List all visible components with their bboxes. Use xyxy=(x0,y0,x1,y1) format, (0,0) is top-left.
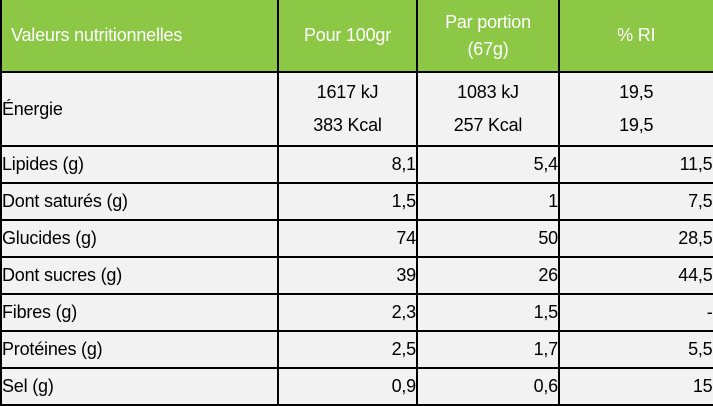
energie-portion-kj: 1083 kJ xyxy=(457,82,519,102)
per100-value: 2,5 xyxy=(277,330,418,369)
portion-value: 1,5 xyxy=(416,293,560,332)
energie-ri-cell: 19,5 19,5 xyxy=(558,71,713,147)
portion-value: 26 xyxy=(416,256,560,295)
per100-value: 39 xyxy=(277,256,418,295)
row-proteines: Protéines (g) 2,5 1,7 5,5 xyxy=(0,330,713,369)
row-label: Dont saturés (g) xyxy=(0,182,279,221)
row-label: Glucides (g) xyxy=(0,219,279,258)
row-dont-sucres: Dont sucres (g) 39 26 44,5 xyxy=(0,256,713,295)
ri-value: 5,5 xyxy=(558,330,713,369)
row-label: Sel (g) xyxy=(0,367,279,406)
row-lipides: Lipides (g) 8,1 5,4 11,5 xyxy=(0,145,713,184)
row-fibres: Fibres (g) 2,3 1,5 - xyxy=(0,293,713,332)
per100-value: 8,1 xyxy=(277,145,418,184)
header-par-portion-line2: (67g) xyxy=(467,38,509,59)
row-label: Lipides (g) xyxy=(0,145,279,184)
row-label-energie: Énergie xyxy=(0,71,279,147)
energie-portion-kcal: 257 Kcal xyxy=(453,115,523,135)
header-par-portion-line1: Par portion xyxy=(445,11,531,32)
energie-per100-kcal: 383 Kcal xyxy=(313,115,382,135)
energie-ri-line2: 19,5 xyxy=(619,115,654,135)
header-pour-100gr: Pour 100gr xyxy=(277,0,418,73)
row-label: Protéines (g) xyxy=(0,330,279,369)
ri-value: 28,5 xyxy=(558,219,713,258)
ri-value: 11,5 xyxy=(558,145,713,184)
row-label: Dont sucres (g) xyxy=(0,256,279,295)
row-dont-satures: Dont saturés (g) 1,5 1 7,5 xyxy=(0,182,713,221)
per100-value: 0,9 xyxy=(277,367,418,406)
row-label: Fibres (g) xyxy=(0,293,279,332)
row-sel: Sel (g) 0,9 0,6 15 xyxy=(0,367,713,406)
header-percent-ri: % RI xyxy=(558,0,713,73)
per100-value: 1,5 xyxy=(277,182,418,221)
energie-ri-line1: 19,5 xyxy=(619,82,654,102)
energie-per100-kj: 1617 kJ xyxy=(316,82,379,102)
portion-value: 0,6 xyxy=(416,367,560,406)
ri-value: - xyxy=(558,293,713,332)
header-par-portion: Par portion (67g) xyxy=(416,0,560,73)
ri-value: 44,5 xyxy=(558,256,713,295)
ri-value: 7,5 xyxy=(558,182,713,221)
per100-value: 2,3 xyxy=(277,293,418,332)
portion-value: 1,7 xyxy=(416,330,560,369)
header-valeurs-nutritionnelles: Valeurs nutritionnelles xyxy=(0,0,279,73)
portion-value: 5,4 xyxy=(416,145,560,184)
row-energie: Énergie 1617 kJ 383 Kcal 1083 kJ 257 Kca… xyxy=(0,71,713,147)
portion-value: 50 xyxy=(416,219,560,258)
per100-value: 74 xyxy=(277,219,418,258)
row-glucides: Glucides (g) 74 50 28,5 xyxy=(0,219,713,258)
portion-value: 1 xyxy=(416,182,560,221)
energie-per100-cell: 1617 kJ 383 Kcal xyxy=(277,71,418,147)
ri-value: 15 xyxy=(558,367,713,406)
energie-portion-cell: 1083 kJ 257 Kcal xyxy=(416,71,560,147)
table-header-row: Valeurs nutritionnelles Pour 100gr Par p… xyxy=(0,0,713,73)
